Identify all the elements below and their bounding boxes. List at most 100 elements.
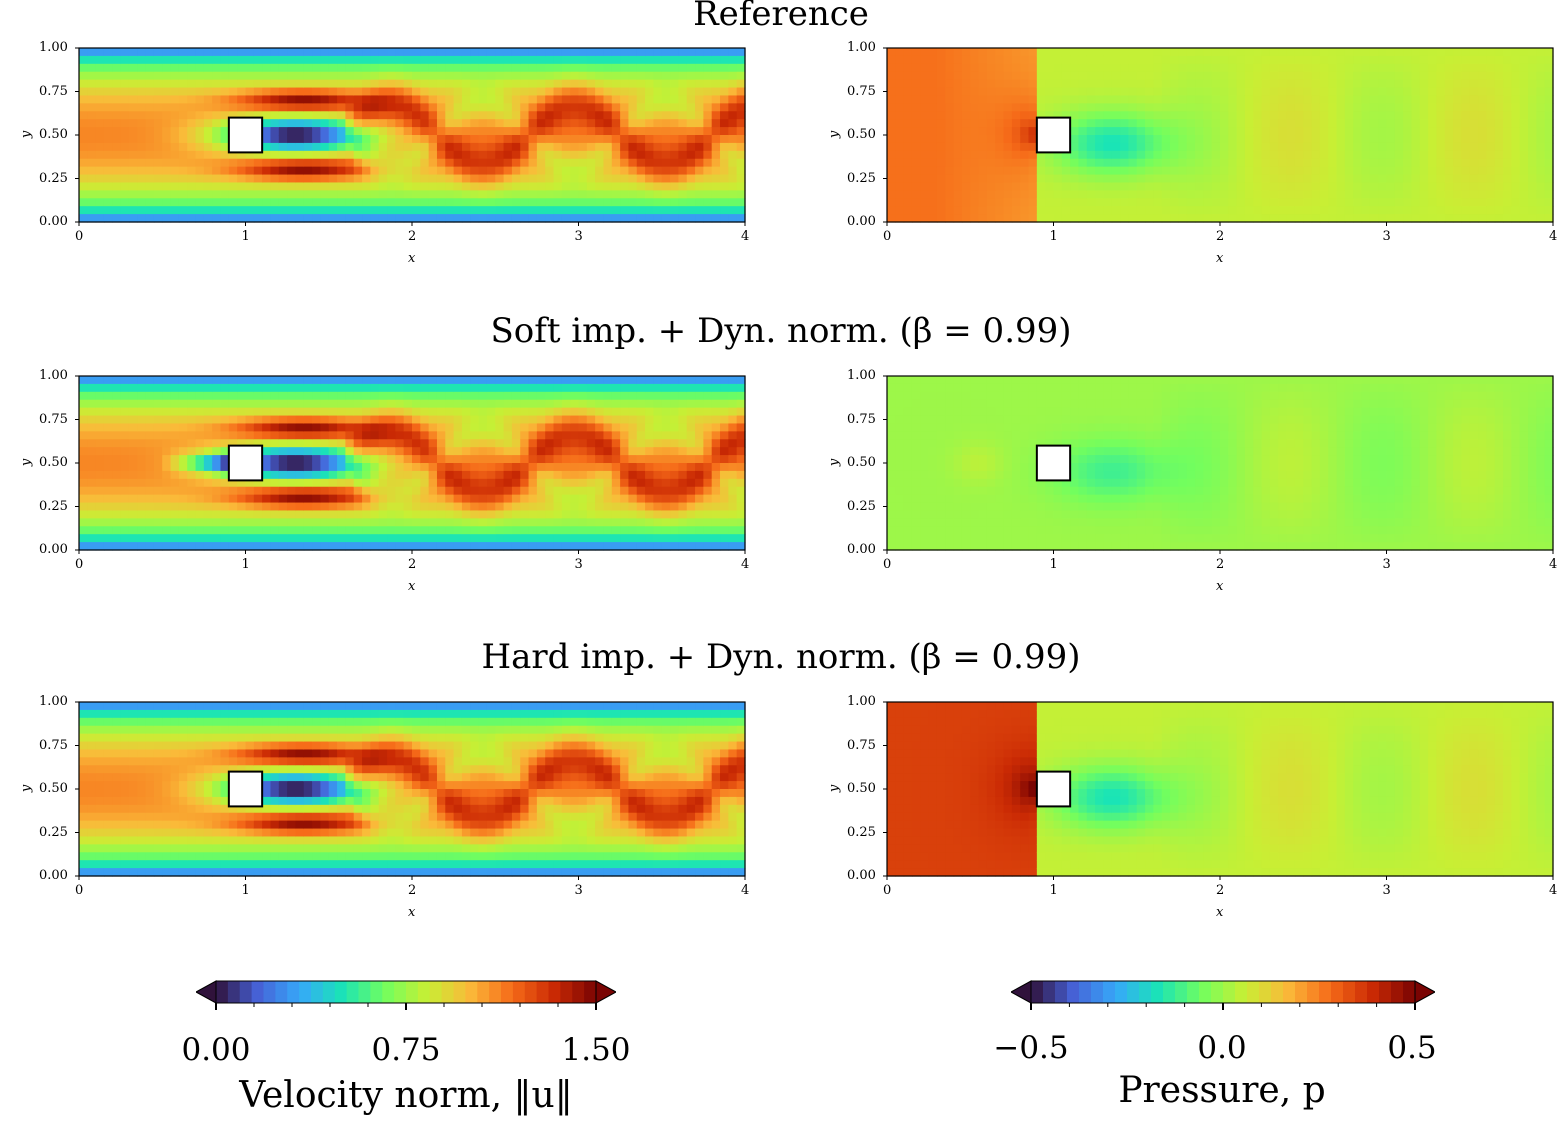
field-cell [203,423,213,432]
field-cell [1328,71,1338,81]
field-cell [1528,182,1537,191]
field-cell [736,127,746,136]
field-cell [79,142,88,152]
field-cell [370,166,380,176]
field-cell [403,486,413,496]
field-cell [395,399,405,409]
field-cell [345,431,355,440]
field-cell [561,158,571,168]
field-cell [1236,79,1246,89]
field-cell [445,526,455,535]
field-cell [1336,55,1346,65]
field-cell [203,135,213,144]
field-cell [945,198,955,207]
field-cell [337,439,346,448]
field-cell [553,391,563,401]
field-cell [1269,111,1279,120]
field-cell [1128,79,1138,89]
field-cell [561,431,571,440]
field-cell [1236,174,1246,184]
field-cell [387,383,396,393]
field-cell [1361,119,1371,128]
field-cell [1403,127,1413,136]
field-cell [611,214,621,223]
field-cell [403,182,413,191]
field-cell [736,182,746,191]
field-cell [295,206,305,215]
field-cell [1269,190,1279,199]
field-cell [570,494,580,504]
field-cell [103,391,113,401]
field-cell [395,55,405,65]
field-cell [162,127,172,136]
field-cell [1011,150,1021,160]
field-cell [478,431,488,440]
field-cell [287,470,297,480]
field-cell [1269,150,1279,160]
field-cell [220,111,230,120]
y-tick-label: 0.50 [847,127,876,142]
field-cell [295,407,305,417]
field-cell [936,79,946,89]
field-cell [120,158,130,168]
field-cell [528,455,538,464]
field-cell [262,383,272,393]
field-cell [636,198,646,207]
field-cell [103,71,113,81]
field-cell [79,127,88,136]
field-cell [312,518,322,527]
field-cell [270,494,280,504]
field-cell [312,71,322,81]
field-cell [253,158,263,168]
field-cell [461,87,471,97]
field-cell [137,190,147,199]
field-cell [445,198,455,207]
field-cell [453,174,463,184]
field-cell [362,150,371,160]
field-cell [395,494,405,504]
field-cell [1078,174,1088,184]
field-cell [1428,63,1438,73]
field-cell [412,190,421,199]
field-cell [653,55,663,65]
field-cell [262,542,272,551]
field-cell [545,182,555,191]
field-cell [220,526,230,535]
field-cell [137,431,147,440]
field-cell [195,150,205,160]
field-cell [711,150,721,160]
field-cell [170,439,180,448]
field-cell [353,494,363,504]
field-cell [1294,142,1304,152]
field-cell [1053,103,1063,112]
field-cell [1145,206,1154,215]
field-cell [1195,182,1204,191]
field-cell [728,190,738,199]
field-cell [887,111,896,120]
field-cell [1394,48,1404,57]
field-cell [1153,214,1163,223]
field-cell [628,174,638,184]
field-cell [128,71,138,81]
field-cell [345,63,355,73]
field-cell [586,423,596,432]
field-cell [895,158,905,168]
field-cell [1519,95,1529,104]
field-cell [262,463,272,472]
field-cell [1261,119,1271,128]
field-cell [128,383,138,393]
field-cell [1278,158,1288,168]
field-cell [1436,63,1446,73]
field-cell [711,63,721,73]
field-cell [1536,55,1546,65]
field-cell [262,376,272,385]
field-cell [686,214,696,223]
field-cell [1195,119,1204,128]
field-cell [95,166,105,176]
field-cell [1436,182,1446,191]
field-cell [203,127,213,136]
field-cell [103,542,113,551]
field-cell [187,174,197,184]
field-cell [1253,182,1263,191]
field-cell [187,48,197,57]
